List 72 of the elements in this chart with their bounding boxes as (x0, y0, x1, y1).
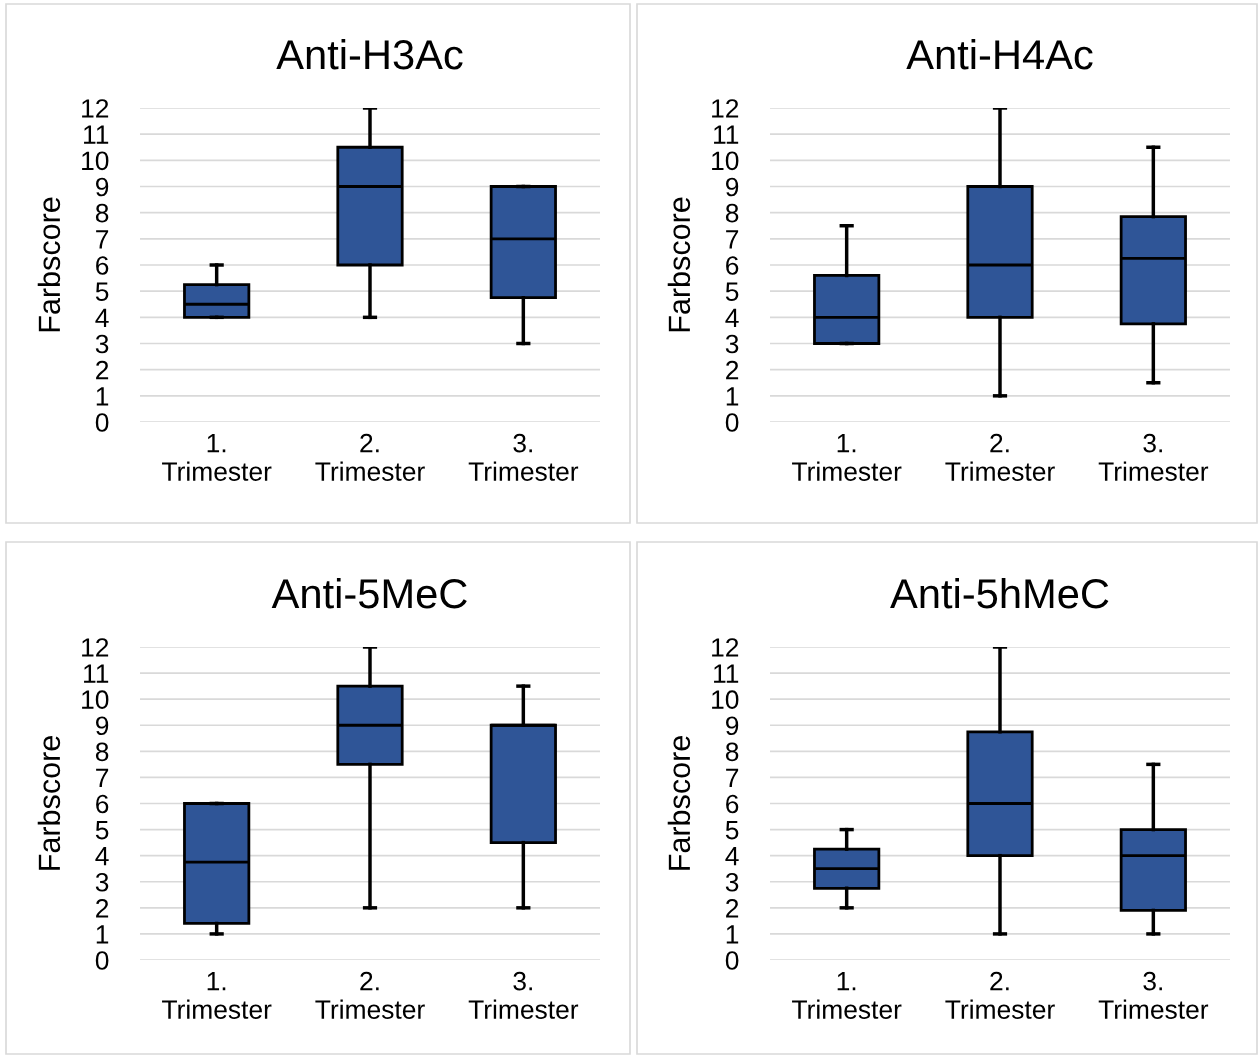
y-tick-label: 7 (96, 768, 109, 787)
y-axis-title: Farbscore (37, 736, 61, 870)
x-tick-label: 1. Trimester (792, 434, 902, 481)
y-tick-label: 10 (712, 151, 739, 171)
y-tick-label: 5 (725, 820, 739, 840)
y-tick-label: 0 (95, 413, 109, 432)
y-tick-label: 5 (95, 820, 109, 840)
y-tick-label: 4 (95, 308, 109, 327)
x-tick-label: 3. Trimester (468, 433, 579, 481)
x-tick-label: 3. Trimester (1098, 971, 1209, 1019)
x-tick-label: 2. Trimester (945, 433, 1055, 481)
y-tick-label: 11 (714, 664, 739, 683)
chart-title: Anti-H4Ac (906, 38, 1093, 70)
y-tick-label: 6 (96, 256, 109, 275)
y-tick-label: 10 (82, 690, 109, 709)
y-tick-label: 8 (725, 742, 739, 762)
y-tick-label: 4 (95, 847, 109, 866)
y-tick-label: 0 (95, 951, 109, 970)
y-tick-label: 11 (84, 664, 109, 683)
x-tick-label: 3. Trimester (468, 971, 579, 1019)
y-tick-label: 2 (96, 360, 109, 380)
y-tick-label: 1 (726, 387, 739, 406)
x-tick-label: 2. Trimester (315, 433, 425, 481)
y-tick-label: 0 (725, 413, 739, 432)
y-tick-label: 7 (96, 230, 109, 249)
y-tick-label: 9 (96, 716, 109, 736)
y-tick-label: 10 (82, 151, 109, 171)
y-tick-label: 6 (726, 794, 739, 814)
x-tick-label: 1. Trimester (162, 434, 272, 481)
chart-title: Anti-5hMeC (890, 577, 1109, 609)
y-tick-label: 8 (95, 742, 109, 762)
x-tick-label: 3. Trimester (1098, 433, 1209, 481)
chart-title: Anti-H3Ac (276, 38, 463, 70)
chart-title: Anti-5MeC (271, 577, 467, 609)
y-tick-label: 2 (96, 898, 109, 918)
y-tick-label: 11 (84, 125, 109, 144)
y-tick-label: 4 (725, 308, 739, 327)
y-tick-label: 5 (95, 282, 109, 301)
y-tick-label: 12 (712, 638, 739, 657)
y-tick-label: 4 (725, 847, 739, 866)
y-tick-label: 8 (725, 203, 739, 223)
x-tick-label: 2. Trimester (945, 971, 1055, 1019)
y-tick-label: 3 (725, 334, 739, 354)
y-tick-label: 0 (725, 951, 739, 970)
y-tick-label: 12 (82, 99, 109, 118)
y-tick-label: 2 (726, 360, 739, 380)
y-tick-label: 6 (726, 256, 739, 275)
y-axis-title: Farbscore (667, 197, 691, 332)
y-tick-label: 1 (726, 925, 739, 944)
y-tick-label: 6 (96, 794, 109, 814)
x-tick-label: 2. Trimester (315, 971, 425, 1019)
x-tick-label: 1. Trimester (792, 972, 902, 1019)
y-tick-label: 3 (95, 872, 109, 892)
y-axis-title: Farbscore (37, 197, 61, 332)
y-tick-label: 5 (725, 282, 739, 301)
y-tick-label: 7 (726, 230, 739, 249)
y-tick-label: 3 (95, 334, 109, 354)
y-tick-label: 1 (96, 387, 109, 406)
y-tick-label: 2 (726, 898, 739, 918)
y-tick-label: 8 (95, 203, 109, 223)
y-tick-label: 9 (726, 177, 739, 197)
y-tick-label: 12 (712, 99, 739, 118)
y-tick-label: 9 (726, 716, 739, 736)
y-tick-label: 3 (725, 872, 739, 892)
x-tick-label: 1. Trimester (162, 972, 272, 1019)
y-tick-label: 9 (96, 177, 109, 197)
y-tick-label: 10 (712, 690, 739, 709)
y-axis-title: Farbscore (667, 736, 691, 870)
y-tick-label: 1 (96, 925, 109, 944)
y-tick-label: 7 (726, 768, 739, 787)
y-tick-label: 11 (714, 125, 739, 144)
y-tick-label: 12 (82, 638, 109, 657)
